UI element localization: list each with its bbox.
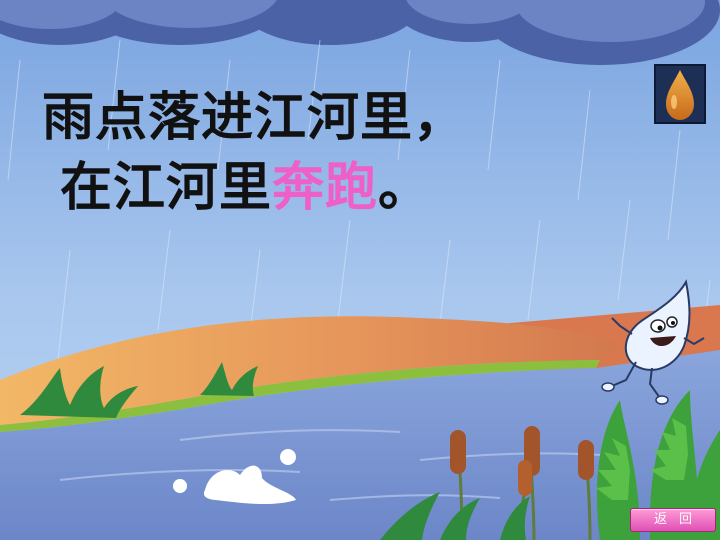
grass-foreground: [380, 492, 530, 540]
river-bank: [0, 316, 620, 425]
cattails: [450, 426, 594, 540]
grass-tuft: [20, 362, 258, 418]
raindrop-character: [601, 279, 705, 405]
water-drop-icon[interactable]: [654, 64, 706, 124]
back-button[interactable]: 返回: [630, 508, 716, 532]
poem-line-1: 雨点落进江河里，: [42, 88, 467, 148]
poem-line-2-prefix: 在江河里: [60, 158, 273, 218]
poem-line-2-suffix: 。: [378, 158, 432, 218]
water-splash: [173, 449, 296, 505]
poem-line-2: 在江河里奔跑。: [60, 162, 431, 214]
highlight-word: 奔跑: [272, 158, 379, 218]
